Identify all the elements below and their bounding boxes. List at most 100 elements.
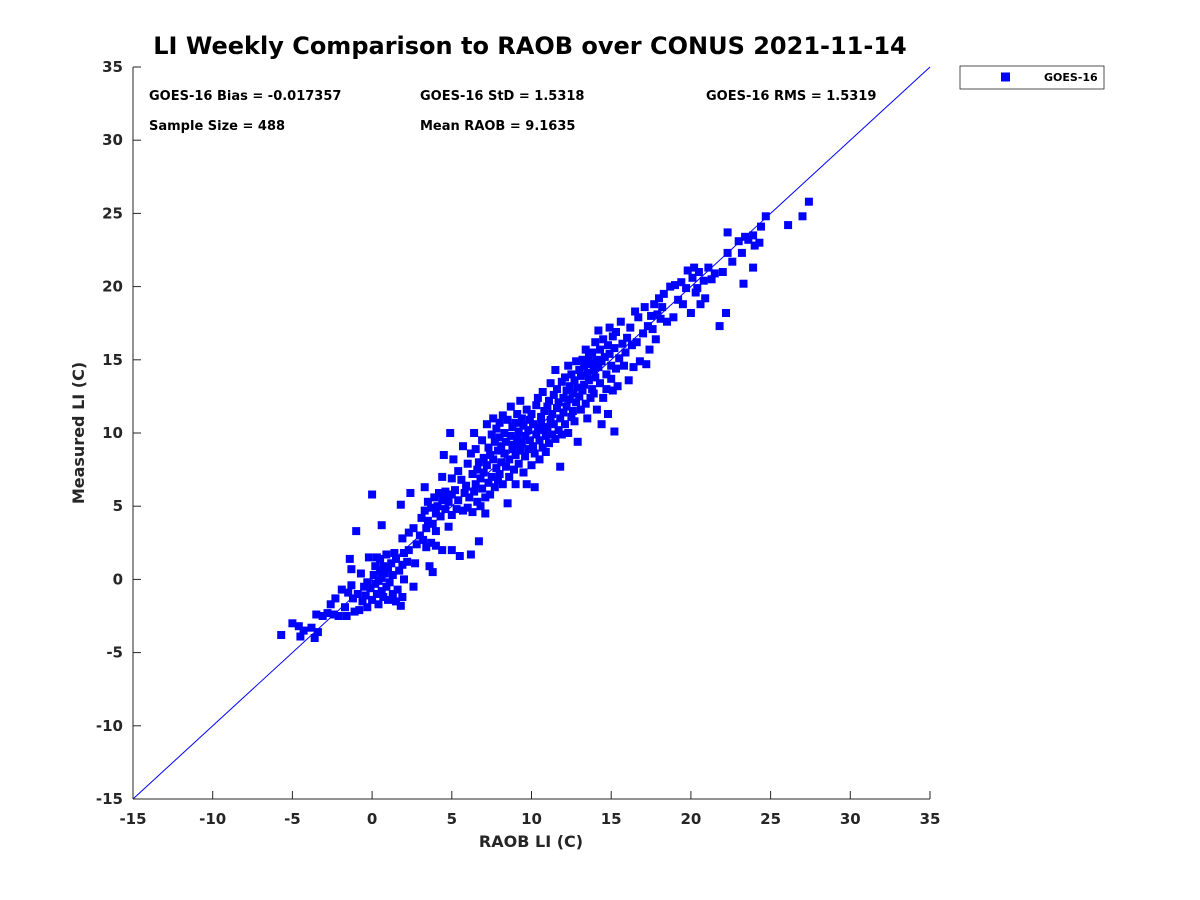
data-point	[567, 370, 576, 379]
data-point	[586, 393, 595, 402]
data-point	[468, 508, 477, 517]
data-point	[478, 436, 487, 445]
data-point	[718, 268, 727, 276]
data-point	[506, 402, 515, 411]
data-point	[599, 393, 608, 402]
data-point	[307, 623, 316, 632]
data-point	[400, 575, 408, 584]
data-point	[586, 360, 595, 369]
data-point	[557, 430, 566, 439]
data-point	[604, 410, 612, 418]
data-point	[476, 502, 485, 511]
data-point	[538, 443, 547, 452]
data-point	[553, 385, 561, 394]
data-point	[645, 345, 654, 354]
data-point	[650, 300, 659, 309]
data-point	[723, 248, 732, 257]
data-point	[517, 414, 526, 423]
data-point	[371, 562, 380, 571]
data-point	[588, 385, 597, 394]
data-point	[463, 459, 472, 468]
data-point	[556, 414, 565, 423]
data-point	[640, 303, 649, 312]
data-point	[476, 474, 485, 483]
data-point	[438, 472, 447, 481]
data-point	[337, 585, 346, 594]
data-point	[570, 376, 579, 385]
data-point	[377, 573, 386, 582]
data-point	[380, 569, 389, 578]
data-point	[537, 412, 546, 421]
data-point	[784, 221, 793, 230]
data-point	[473, 465, 482, 474]
data-point	[541, 431, 550, 440]
data-point	[592, 405, 601, 414]
data-point	[581, 345, 590, 354]
data-point	[481, 493, 490, 502]
data-point	[565, 395, 574, 404]
data-point	[604, 341, 612, 350]
data-point	[468, 470, 477, 478]
data-point	[503, 499, 512, 508]
x-tick-label: 30	[840, 810, 861, 828]
data-point	[514, 459, 523, 468]
data-point	[737, 248, 746, 257]
data-point	[527, 410, 536, 418]
data-point	[699, 276, 708, 285]
data-point	[392, 554, 400, 563]
data-point	[674, 295, 683, 304]
data-point	[492, 424, 501, 433]
data-point	[744, 235, 753, 244]
data-point	[553, 404, 561, 413]
data-point	[755, 238, 764, 247]
data-point	[701, 294, 710, 303]
data-point	[612, 328, 620, 336]
data-point	[484, 443, 493, 452]
data-point	[559, 393, 568, 402]
data-point	[377, 587, 386, 596]
data-point	[352, 527, 361, 536]
data-point	[500, 449, 509, 458]
data-point	[376, 566, 385, 575]
data-point	[428, 568, 437, 577]
data-point	[543, 423, 552, 432]
data-point	[591, 338, 600, 347]
data-point	[455, 552, 464, 560]
data-point	[478, 484, 487, 493]
data-point	[739, 279, 748, 288]
legend: GOES-16	[959, 65, 1105, 90]
data-point	[521, 431, 530, 440]
y-tick-label: -15	[96, 790, 123, 808]
data-point	[677, 278, 686, 287]
data-point	[653, 310, 662, 319]
data-point	[484, 478, 493, 487]
data-point	[535, 436, 544, 445]
data-point	[277, 631, 286, 639]
data-point	[505, 472, 514, 481]
data-point	[600, 352, 609, 361]
data-point	[599, 335, 608, 344]
data-point	[562, 402, 571, 411]
data-point	[431, 527, 440, 536]
data-point	[369, 571, 378, 579]
data-point	[570, 417, 579, 426]
data-point	[500, 429, 509, 437]
data-point	[466, 550, 475, 559]
rms-annotation: GOES-16 RMS = 1.5319	[706, 89, 876, 104]
data-point	[443, 490, 451, 499]
data-point	[479, 453, 488, 462]
data-point	[522, 405, 531, 414]
data-point	[510, 440, 518, 449]
data-point	[288, 619, 297, 628]
data-point	[502, 462, 510, 471]
data-point	[659, 289, 668, 298]
data-point	[415, 531, 424, 540]
data-point	[388, 590, 397, 598]
data-point	[495, 470, 504, 478]
data-point	[602, 370, 611, 379]
data-point	[568, 407, 577, 415]
data-point	[323, 609, 332, 618]
data-point	[439, 451, 448, 459]
data-point	[612, 364, 620, 373]
legend-label-goes-16: GOES-16	[1044, 71, 1098, 84]
